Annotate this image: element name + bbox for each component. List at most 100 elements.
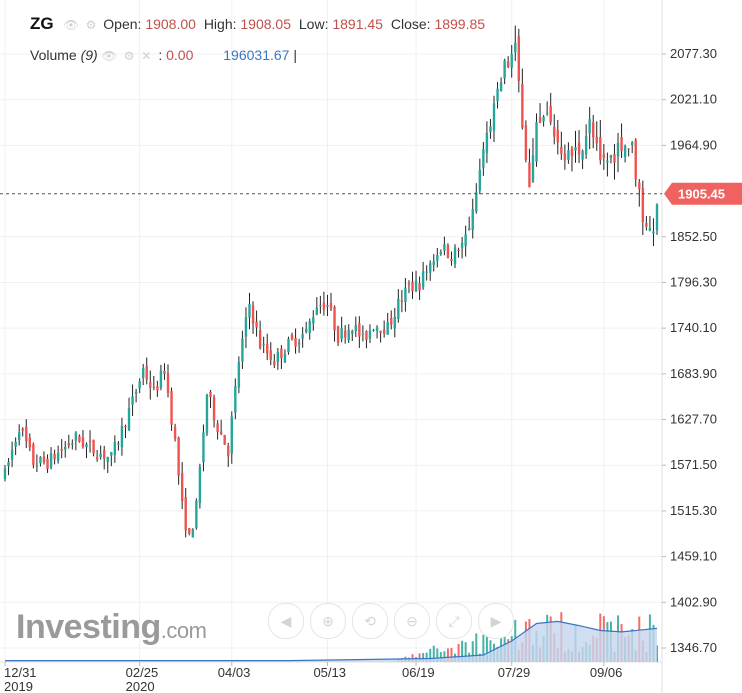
volume-period: (9) xyxy=(80,47,98,63)
y-tick-label: 1346.70 xyxy=(670,640,717,655)
candle-body xyxy=(237,362,241,388)
candle-body xyxy=(446,245,450,258)
candle-body xyxy=(173,427,177,439)
zoom-in-icon[interactable]: ⊕ xyxy=(310,603,346,639)
scroll-left-icon[interactable]: ◀ xyxy=(268,603,304,639)
x-tick-label: 05/13 xyxy=(313,665,346,680)
eye-icon[interactable]: 👁 xyxy=(101,49,117,63)
y-tick-label: 1571.50 xyxy=(670,457,717,472)
candle-body xyxy=(322,302,326,310)
eye-icon[interactable]: 👁 xyxy=(63,18,79,32)
candle-body xyxy=(258,330,262,349)
candle-body xyxy=(478,169,482,191)
candle-body xyxy=(517,36,521,81)
y-tick-label: 2077.30 xyxy=(670,46,717,61)
candle-body xyxy=(71,443,74,445)
candle-body xyxy=(3,468,7,479)
candle-body xyxy=(145,365,148,380)
y-tick-label: 1740.10 xyxy=(670,320,717,335)
candle-body xyxy=(92,439,95,454)
candle-body xyxy=(609,154,613,159)
last-price-badge xyxy=(664,182,742,205)
candle-body xyxy=(584,136,588,155)
candle-body xyxy=(95,457,99,460)
candle-body xyxy=(60,449,63,451)
candle-body xyxy=(177,437,180,476)
candle-body xyxy=(340,327,343,339)
candle-body xyxy=(602,154,606,159)
x-tick-label: 09/06 xyxy=(590,665,623,680)
candle-body xyxy=(78,436,81,442)
candle-body xyxy=(131,396,134,405)
candle-body xyxy=(630,142,634,146)
candle-body xyxy=(429,263,432,273)
candle-body xyxy=(514,42,517,53)
candle-body xyxy=(266,343,269,354)
candle-body xyxy=(397,298,400,319)
candle-body xyxy=(475,192,478,212)
volume-bar xyxy=(450,647,453,662)
candle-body xyxy=(152,386,156,388)
gear-icon[interactable]: ⚙ xyxy=(85,18,97,32)
candle-body xyxy=(556,130,559,143)
volume-bar xyxy=(485,633,488,662)
candle-body xyxy=(453,247,457,265)
candle-body xyxy=(443,244,446,251)
candle-body xyxy=(634,140,637,180)
volume-bar xyxy=(446,648,449,662)
x-tick-sublabel: 2020 xyxy=(126,679,155,693)
candle-body xyxy=(528,162,531,188)
candle-body xyxy=(425,271,428,273)
x-tick-label: 12/31 xyxy=(4,665,37,680)
candle-body xyxy=(269,350,272,361)
candle-body xyxy=(81,437,85,447)
close-icon[interactable]: ✕ xyxy=(141,49,152,63)
candle-body xyxy=(294,338,297,347)
zoom-out-icon[interactable]: ⊖ xyxy=(394,603,430,639)
ohlc-legend: ZG 👁 ⚙ Open: 1908.00 High: 1908.05 Low: … xyxy=(30,14,489,34)
zoom-fit-icon[interactable]: ⤢ xyxy=(436,603,472,639)
candle-body xyxy=(198,466,202,504)
candle-body xyxy=(35,465,39,467)
candle-body xyxy=(191,529,195,538)
volume-layer xyxy=(5,612,658,662)
y-tick-label: 1683.90 xyxy=(670,366,717,381)
candle-body xyxy=(372,329,375,331)
candle-body xyxy=(365,331,368,340)
candle-body xyxy=(113,441,117,455)
chart-toolbar: ◀ ⊕ ⟲ ⊖ ⤢ ▶ xyxy=(268,603,514,639)
candle-body xyxy=(180,472,184,502)
candle-body xyxy=(209,391,212,398)
candle-body xyxy=(276,351,280,362)
y-tick-label: 1627.70 xyxy=(670,412,717,427)
candle-body xyxy=(343,330,347,338)
x-tick-label: 04/03 xyxy=(218,665,251,680)
zoom-reset-icon[interactable]: ⟲ xyxy=(352,603,388,639)
candle-body xyxy=(570,148,574,157)
volume-bar xyxy=(436,648,439,662)
candle-body xyxy=(538,117,542,123)
volume-bar xyxy=(429,648,432,662)
candle-body xyxy=(227,445,230,457)
candle-body xyxy=(421,271,425,288)
candle-body xyxy=(553,126,556,137)
candle-body xyxy=(39,456,42,464)
candle-body xyxy=(301,334,304,339)
candle-body xyxy=(195,500,198,529)
candle-body xyxy=(64,446,67,450)
scroll-right-icon[interactable]: ▶ xyxy=(478,603,514,639)
candle-body xyxy=(244,317,248,337)
candle-body xyxy=(163,370,166,374)
y-axis: 2077.30 2021.10 1964.90 1852.50 1796.30 1740.… xyxy=(662,46,717,655)
candle-body xyxy=(503,60,506,79)
candle-body xyxy=(592,122,595,138)
candle-body xyxy=(117,443,120,445)
candle-body xyxy=(56,452,60,461)
gear-icon[interactable]: ⚙ xyxy=(123,49,135,63)
candle-body xyxy=(138,381,141,389)
candle-body xyxy=(506,61,510,67)
volume-bar xyxy=(471,641,474,662)
volume-value: 0.00 xyxy=(166,47,194,63)
